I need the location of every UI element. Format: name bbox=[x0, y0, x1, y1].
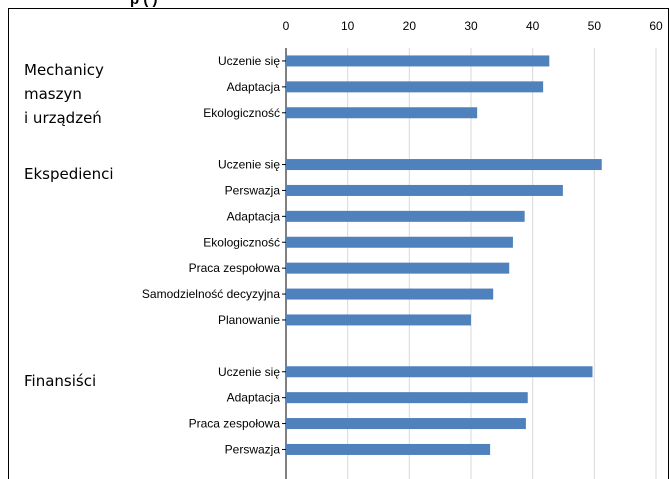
category-label: Ekologiczność bbox=[203, 106, 280, 120]
category-label: Planowanie bbox=[218, 313, 280, 327]
x-tick-label: 50 bbox=[588, 19, 602, 33]
x-tick-label: 10 bbox=[341, 19, 355, 33]
bar bbox=[286, 314, 471, 326]
category-label: Adaptacja bbox=[227, 209, 281, 223]
category-label: Uczenie się bbox=[218, 365, 280, 379]
bar bbox=[286, 288, 494, 300]
group-label-line: Finansiści bbox=[24, 371, 97, 390]
category-label: Adaptacja bbox=[227, 80, 281, 94]
group-label: Finansiści bbox=[24, 369, 96, 393]
bar bbox=[286, 443, 491, 455]
x-tick-label: 30 bbox=[464, 19, 478, 33]
group-label-line: Ekspedienci bbox=[24, 164, 114, 183]
bar bbox=[286, 159, 602, 171]
category-label: Praca zespołowa bbox=[189, 417, 281, 431]
bar bbox=[286, 210, 525, 222]
bar bbox=[286, 262, 510, 274]
category-label: Adaptacja bbox=[227, 391, 281, 405]
bar bbox=[286, 418, 526, 430]
group-label-line: i urządzeń bbox=[24, 109, 102, 127]
bar bbox=[286, 392, 528, 404]
category-label: Praca zespołowa bbox=[189, 261, 281, 275]
x-tick-label: 20 bbox=[403, 19, 417, 33]
bar bbox=[286, 81, 544, 93]
group-label: Mechanicy maszyn i urządzeń bbox=[24, 58, 104, 130]
category-label: Perswazja bbox=[225, 183, 281, 197]
bar bbox=[286, 55, 550, 67]
x-tick-label: 60 bbox=[649, 19, 663, 33]
category-label: Uczenie się bbox=[218, 54, 280, 68]
chart-frame bbox=[8, 8, 669, 479]
x-tick-label: 40 bbox=[526, 19, 540, 33]
category-label: Ekologiczność bbox=[203, 235, 280, 249]
bar bbox=[286, 107, 478, 119]
bar bbox=[286, 184, 563, 196]
group-label-line: Mechanicy bbox=[24, 61, 104, 79]
bar bbox=[286, 366, 593, 378]
category-label: Perswazja bbox=[225, 442, 281, 456]
group-label: Ekspedienci bbox=[24, 162, 114, 186]
category-label: Uczenie się bbox=[218, 158, 280, 172]
group-label-line: maszyn bbox=[24, 85, 82, 103]
bar bbox=[286, 236, 513, 248]
category-label: Samodzielność decyzyjna bbox=[142, 287, 280, 301]
x-tick-label: 0 bbox=[283, 19, 290, 33]
chart-title-fragment: p ( ) bbox=[130, 0, 430, 9]
